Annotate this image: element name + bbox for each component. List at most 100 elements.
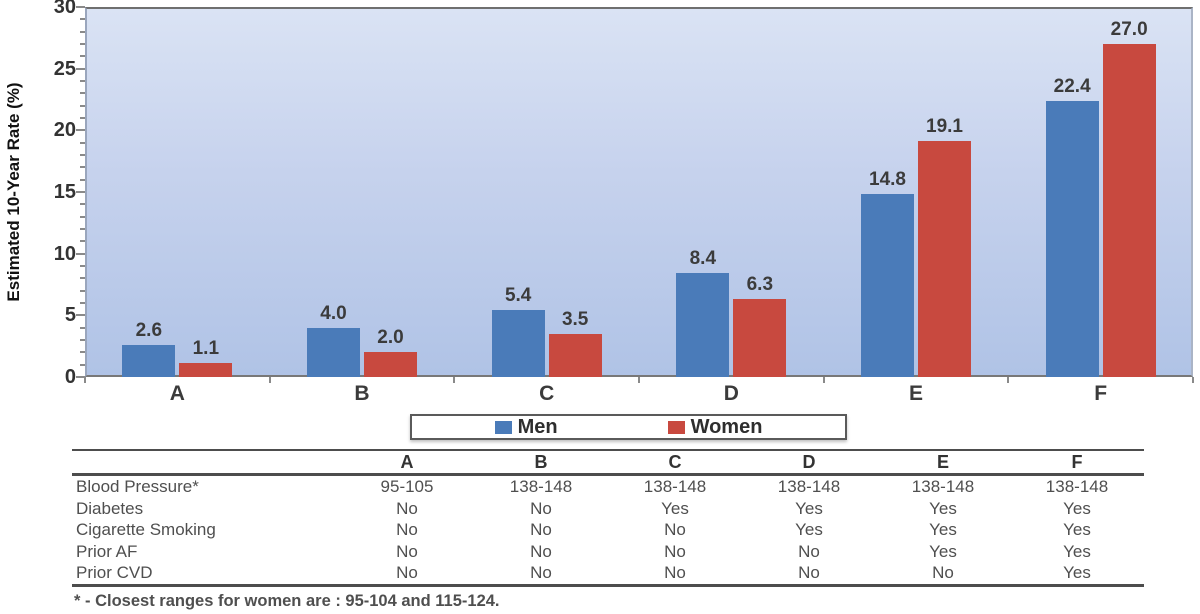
y-tick-label: 0 xyxy=(64,366,76,388)
table-cell: No xyxy=(396,520,418,540)
bar-value-label: 8.4 xyxy=(689,248,717,270)
category-label: B xyxy=(354,382,370,405)
table-cell: No xyxy=(530,563,552,583)
table-cell: Yes xyxy=(1063,541,1091,561)
table-row: Cigarette Smoking No No No Yes Yes Yes xyxy=(72,519,1144,541)
y-tick-label: 30 xyxy=(53,0,76,18)
bar-women-F xyxy=(1102,44,1156,377)
y-minor-tick xyxy=(80,154,85,156)
bar-women-B xyxy=(364,352,417,377)
x-tick xyxy=(268,377,271,383)
bar-value-label: 27.0 xyxy=(1110,19,1148,40)
category-label: E xyxy=(908,382,923,405)
table-cell: No xyxy=(396,498,418,518)
table-cell: 138-148 xyxy=(1045,477,1109,497)
y-tick-label: 20 xyxy=(53,119,76,142)
table-row: Prior AF No No No No Yes Yes xyxy=(72,541,1144,563)
bar-women-E xyxy=(918,141,971,377)
table-cell: 138-148 xyxy=(911,477,975,497)
bar-men-F xyxy=(1045,100,1099,377)
y-minor-tick xyxy=(80,80,85,82)
y-minor-tick xyxy=(80,326,85,329)
table-cell: 138-148 xyxy=(509,477,573,497)
table-cell: 138-148 xyxy=(777,477,841,497)
table-row-label: Prior CVD xyxy=(76,563,153,583)
y-minor-tick xyxy=(80,30,85,33)
y-minor-tick xyxy=(80,141,85,144)
y-minor-tick xyxy=(80,240,85,243)
bar-value-label: 14.8 xyxy=(869,169,906,191)
y-minor-tick xyxy=(80,92,85,95)
table-cell: Yes xyxy=(929,541,957,561)
x-tick xyxy=(1007,377,1010,383)
y-minor-tick xyxy=(80,18,85,21)
table-cell: Yes xyxy=(795,498,823,518)
y-major-tick xyxy=(76,6,85,8)
footnote: * - Closest ranges for women are : 95-10… xyxy=(74,592,500,610)
table-cell: Yes xyxy=(661,498,689,518)
x-tick xyxy=(1192,377,1194,383)
y-minor-tick xyxy=(80,265,85,267)
x-tick xyxy=(453,377,456,383)
bar-value-label: 22.4 xyxy=(1053,75,1091,97)
bar-value-label: 19.1 xyxy=(926,116,963,138)
table-cell: No xyxy=(798,563,820,583)
table-cell: Yes xyxy=(929,498,957,518)
table-cell: Yes xyxy=(929,520,957,540)
bar-value-label: 2.6 xyxy=(135,319,163,341)
y-minor-tick xyxy=(80,228,85,230)
table-cell: 138-148 xyxy=(643,477,707,497)
y-minor-tick xyxy=(80,166,85,169)
bar-women-A xyxy=(179,363,233,377)
bar-value-label: 1.1 xyxy=(192,338,220,360)
y-minor-tick xyxy=(80,43,85,45)
bar-value-label: 2.0 xyxy=(377,327,404,349)
x-tick xyxy=(638,377,640,383)
bar-men-B xyxy=(307,327,360,377)
y-minor-tick xyxy=(80,339,85,341)
bar-men-D xyxy=(676,273,730,377)
y-tick-label: 5 xyxy=(64,304,76,327)
y-major-tick xyxy=(76,67,85,70)
table-cell: No xyxy=(396,541,418,561)
y-major-tick xyxy=(76,252,85,255)
table-cell: Yes xyxy=(1063,498,1091,518)
table-row-label: Diabetes xyxy=(76,498,144,518)
y-tick-label: 10 xyxy=(53,242,76,265)
y-minor-tick xyxy=(80,289,85,292)
risk-factor-table: A B C D E F Blood Pressure* 95-105 138-148 138-14… xyxy=(72,449,1144,587)
y-minor-tick xyxy=(80,178,85,181)
table-column-header: E xyxy=(936,451,949,472)
table-header-row: A B C D E F xyxy=(72,451,1144,476)
table-row-label: Blood Pressure* xyxy=(76,477,199,497)
table-row: Blood Pressure* 95-105 138-148 138-148 138-1… xyxy=(72,476,1144,498)
table-cell: No xyxy=(664,520,686,540)
y-minor-tick xyxy=(80,351,85,354)
y-minor-tick xyxy=(80,302,85,304)
bar-women-C xyxy=(548,333,602,377)
bar-men-A xyxy=(122,344,176,377)
table-row: Diabetes No No Yes Yes Yes Yes xyxy=(72,498,1144,520)
x-tick xyxy=(822,377,825,383)
table-cell: No xyxy=(664,563,686,583)
table-cell: No xyxy=(664,541,686,561)
plot-area xyxy=(85,7,1193,377)
legend: Men Women xyxy=(410,414,847,440)
table-column-header: C xyxy=(668,451,682,472)
y-axis-title: Estimated 10-Year Rate (%) xyxy=(4,82,23,302)
y-tick-label: 25 xyxy=(53,57,76,80)
table-cell: 95-105 xyxy=(380,477,434,497)
bar-value-label: 4.0 xyxy=(320,302,347,324)
y-major-tick xyxy=(76,129,85,132)
legend-label: Women xyxy=(690,416,763,438)
table-cell: Yes xyxy=(1063,563,1091,583)
legend-item-men: Men xyxy=(494,417,558,437)
bar-women-D xyxy=(733,299,787,377)
y-minor-tick xyxy=(80,215,85,218)
category-label: F xyxy=(1094,382,1108,405)
category-label: A xyxy=(169,382,185,405)
y-major-tick xyxy=(76,191,85,193)
y-minor-tick xyxy=(80,117,85,119)
legend-swatch-men xyxy=(494,420,512,434)
table-cell: No xyxy=(396,563,418,583)
